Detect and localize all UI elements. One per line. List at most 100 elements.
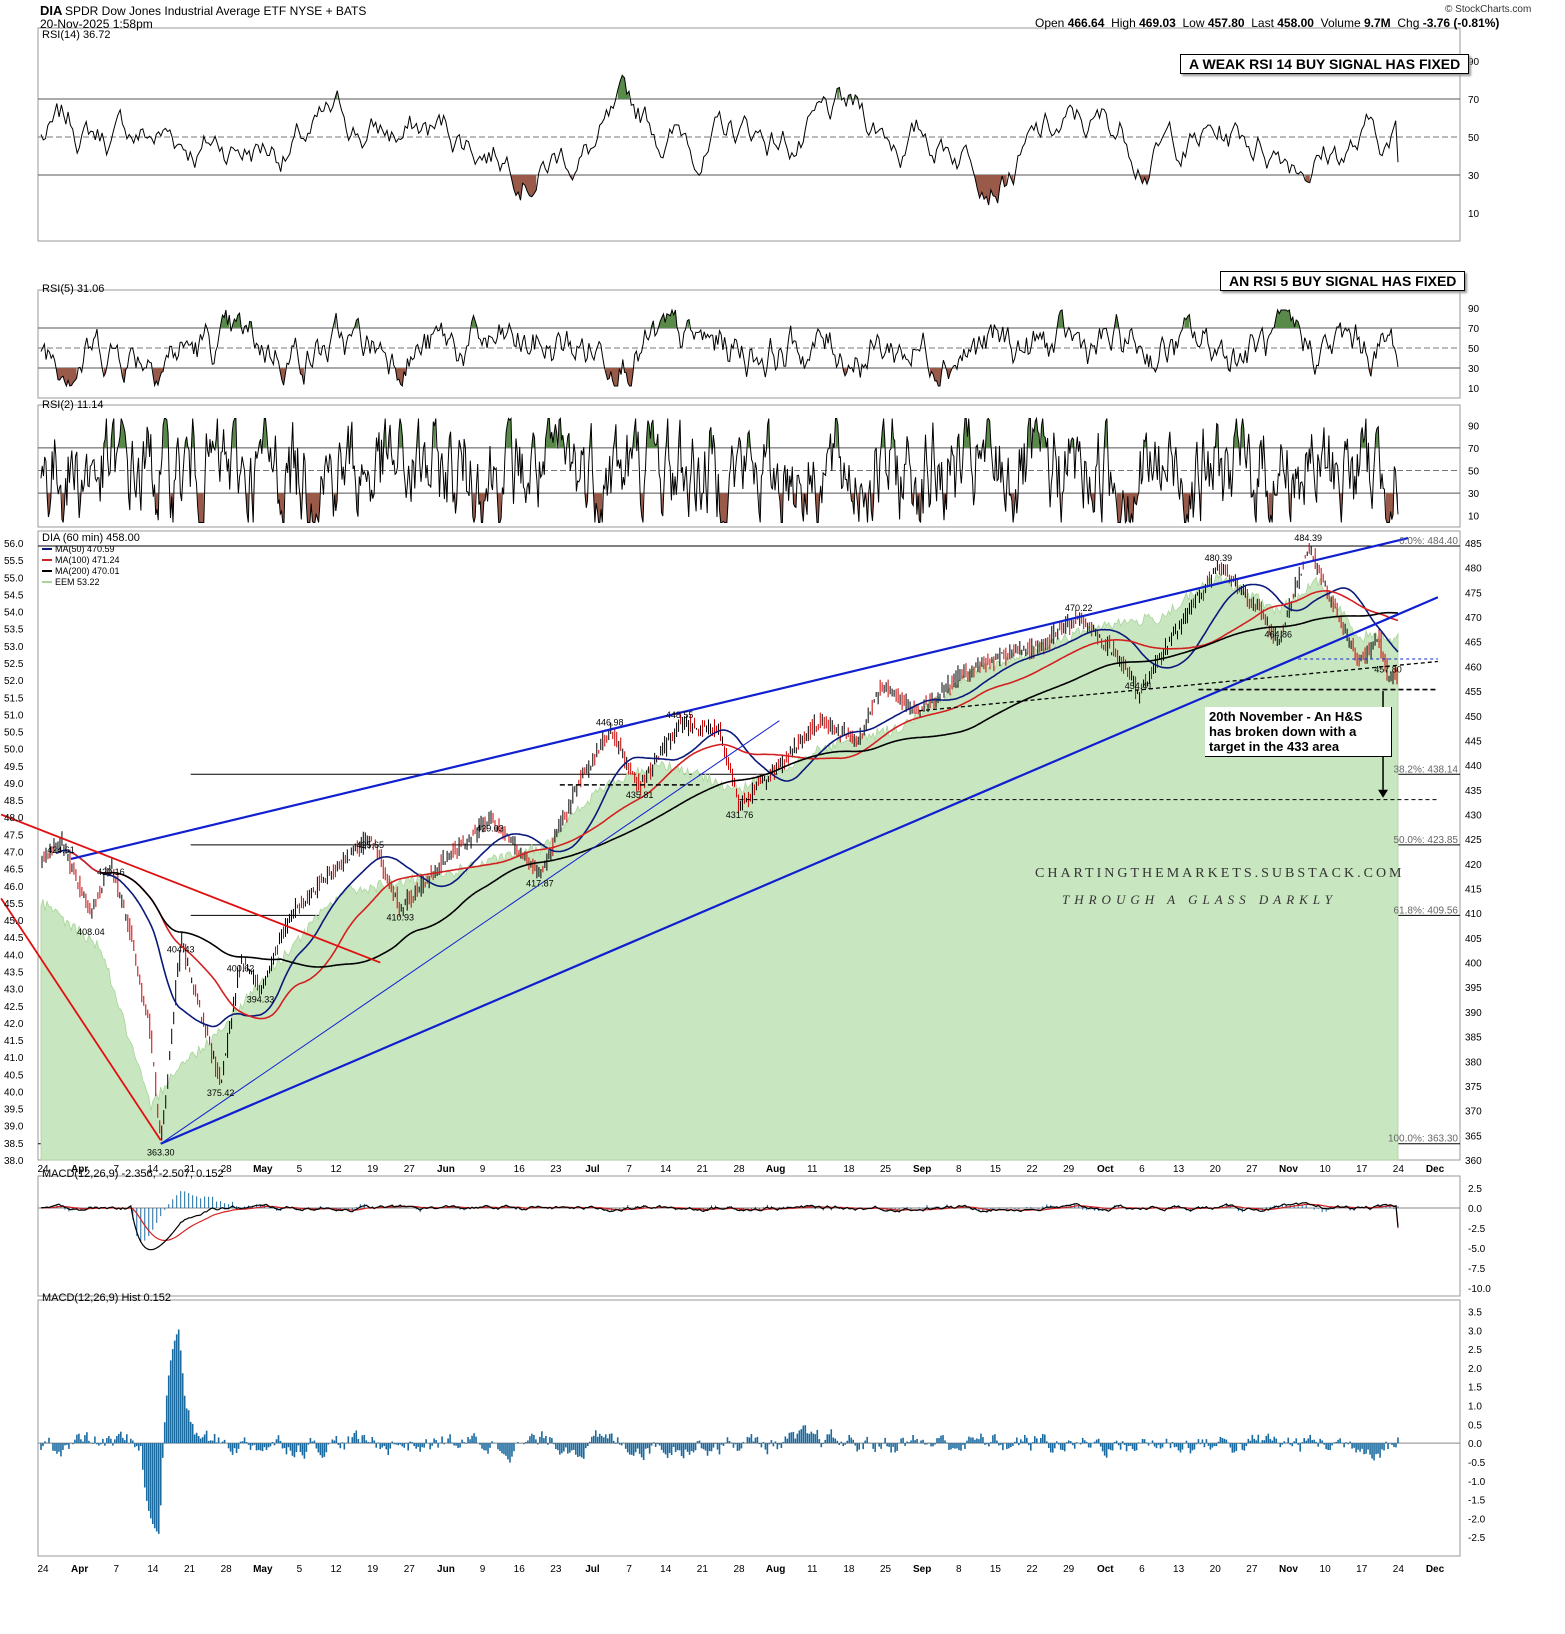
price-label: 484.39	[1294, 533, 1322, 543]
x-axis-label: 10	[1320, 1164, 1332, 1175]
x-axis-label: 7	[626, 1164, 632, 1175]
x-axis-label: 21	[184, 1564, 196, 1575]
eem-tick-label: 45.0	[4, 916, 24, 927]
rsi-tick-label: 50	[1468, 133, 1480, 144]
rsi-overbought-area	[1274, 310, 1300, 328]
x-axis-label: Jul	[585, 1164, 600, 1175]
price-tick-label: 380	[1465, 1057, 1482, 1068]
price-label: 448.55	[666, 710, 694, 720]
header-name: SPDR Dow Jones Industrial Average ETF NY…	[65, 4, 366, 18]
fib-level-label: 0.0%: 484.40	[1399, 536, 1458, 547]
rsi-overbought-area	[163, 418, 169, 448]
price-label: 429.03	[476, 823, 504, 833]
price-tick-label: 430	[1465, 810, 1482, 821]
price-label: 470.22	[1065, 603, 1093, 613]
ma200-line	[100, 611, 1399, 968]
rsi-overbought-area	[1032, 418, 1039, 448]
rsi-line	[40, 308, 1399, 388]
rsi5-panel-frame	[37, 289, 1461, 399]
eem-tick-label: 45.5	[4, 899, 24, 910]
x-axis-label: 19	[367, 1564, 379, 1575]
x-axis-label: Dec	[1426, 1564, 1445, 1575]
rsi-oversold-area	[395, 368, 406, 386]
volume-label: Volume	[1320, 16, 1361, 30]
price-label: 408.04	[77, 927, 105, 937]
macd-line	[40, 1201, 1399, 1251]
rsi-tick-label: 30	[1468, 489, 1480, 500]
x-axis-label: 25	[880, 1164, 892, 1175]
x-axis-label: Jun	[437, 1164, 455, 1175]
x-axis-label: 16	[514, 1164, 526, 1175]
x-axis-label: 29	[1063, 1564, 1075, 1575]
rsi-overbought-area	[249, 321, 252, 328]
rsi-oversold-area	[851, 493, 854, 515]
x-axis-label: 14	[147, 1164, 159, 1175]
price-tick-label: 475	[1465, 588, 1482, 599]
x-axis-label: 5	[297, 1164, 303, 1175]
rsi-overbought-area	[1143, 432, 1147, 448]
price-tick-label: 360	[1465, 1156, 1482, 1167]
x-axis-label: 8	[956, 1564, 962, 1575]
x-axis-label: 17	[1356, 1564, 1368, 1575]
resistance-trend-line-upper	[0, 813, 381, 964]
x-axis-label: 6	[1139, 1564, 1145, 1575]
rsi-tick-label: 30	[1468, 364, 1480, 375]
rsi-overbought-area	[837, 87, 840, 99]
macd-tick-label: -5.0	[1468, 1244, 1486, 1255]
x-axis-label: 20	[1210, 1164, 1222, 1175]
x-axis-label: 23	[550, 1164, 562, 1175]
hist-tick-label: 0.0	[1468, 1439, 1482, 1450]
rsi-oversold-area	[300, 368, 304, 385]
price-label: 400.62	[227, 963, 255, 973]
rsi-oversold-area	[56, 368, 77, 386]
x-axis-label: 11	[807, 1164, 818, 1175]
price-label: 404.43	[167, 945, 195, 955]
eem-tick-label: 54.5	[4, 590, 24, 601]
hs-breakdown-note: 20th November - An H&S has broken down w…	[1205, 707, 1392, 757]
price-label: 454.41	[1125, 681, 1153, 691]
chg-label: Chg	[1397, 16, 1420, 30]
macd-tick-label: -2.5	[1468, 1224, 1486, 1235]
rsi-overbought-area	[433, 418, 436, 448]
x-axis-label: Apr	[71, 1564, 88, 1575]
price-label: 394.33	[247, 995, 275, 1005]
eem-tick-label: 42.5	[4, 1002, 24, 1013]
ma50-line	[55, 583, 1399, 1028]
legend-entry: MA(100) 471.24	[55, 555, 120, 565]
price-label: 480.39	[1205, 553, 1233, 563]
x-axis-label: 27	[404, 1564, 416, 1575]
price-label: 375.42	[207, 1088, 235, 1098]
rsi-overbought-area	[1361, 418, 1366, 448]
eem-tick-label: 46.5	[4, 865, 24, 876]
x-axis-label: 16	[514, 1564, 526, 1575]
price-tick-label: 480	[1465, 564, 1482, 575]
rsi-oversold-area	[793, 493, 796, 508]
rsi-overbought-area	[232, 418, 236, 448]
x-axis-label: 21	[184, 1164, 196, 1175]
x-axis-label: Oct	[1097, 1564, 1114, 1575]
hist-tick-label: 3.5	[1468, 1308, 1482, 1319]
eem-tick-label: 41.5	[4, 1036, 24, 1047]
rsi-tick-label: 30	[1468, 171, 1480, 182]
exchange: NYSE + BATS	[289, 4, 367, 18]
rsi-oversold-area	[277, 493, 284, 523]
x-axis-label: 27	[404, 1164, 416, 1175]
x-axis-label: 11	[807, 1564, 818, 1575]
rsi-tick-label: 70	[1468, 95, 1480, 106]
x-axis-label: 12	[330, 1164, 342, 1175]
ticker-name: SPDR Dow Jones Industrial Average ETF	[65, 4, 287, 18]
eem-tick-label: 51.5	[4, 693, 24, 704]
high-value: 469.03	[1139, 16, 1176, 30]
x-axis-label: May	[253, 1164, 273, 1175]
x-axis-label: 13	[1173, 1564, 1185, 1575]
rsi-oversold-area	[153, 368, 164, 386]
x-axis-label: 22	[1026, 1164, 1038, 1175]
rsi-overbought-area	[658, 310, 678, 328]
hist-tick-label: 1.5	[1468, 1383, 1482, 1394]
price-tick-label: 445	[1465, 736, 1482, 747]
x-axis-label: 20	[1210, 1564, 1222, 1575]
price-tick-label: 440	[1465, 761, 1482, 772]
eem-tick-label: 51.0	[4, 710, 24, 721]
rsi-oversold-area	[472, 493, 476, 523]
